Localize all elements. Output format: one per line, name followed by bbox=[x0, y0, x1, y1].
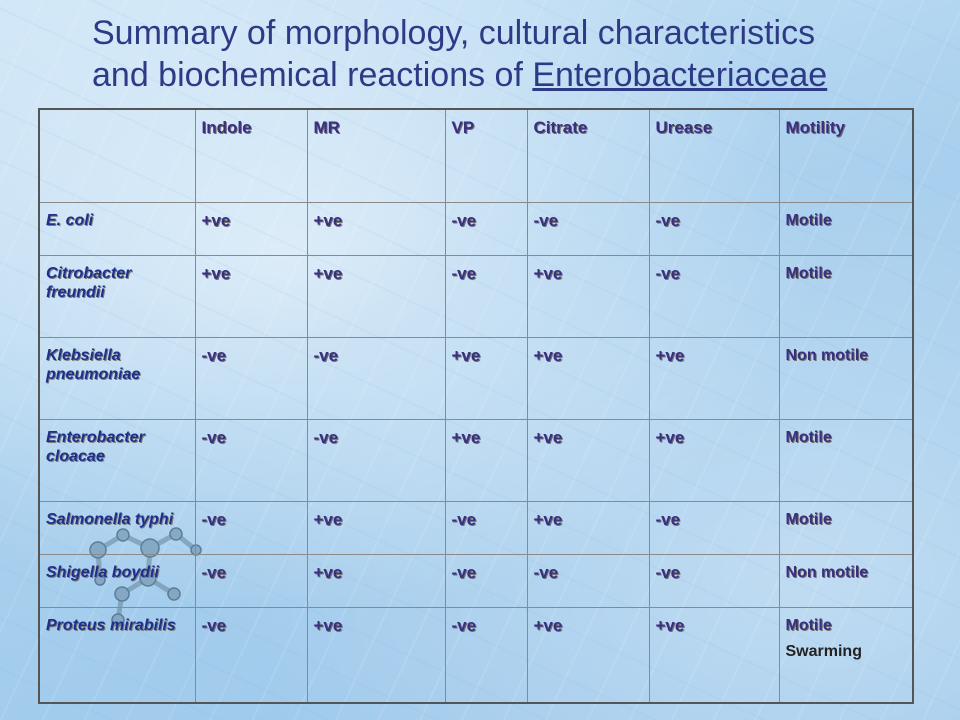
motility-value: Non motile bbox=[785, 563, 869, 581]
organism-cell: Klebsiella pneumoniae bbox=[38, 336, 196, 420]
citrate-cell: +ve bbox=[526, 606, 650, 704]
organism-cell: Citrobacter freundii bbox=[38, 255, 196, 338]
urease-cell: +ve bbox=[648, 418, 780, 502]
header-row: Indole MR VP Citrate Urease Motility bbox=[38, 108, 914, 203]
header-cell-mr: MR bbox=[306, 108, 446, 203]
table-row: Enterobacter cloacae -ve -ve +ve +ve +ve… bbox=[38, 418, 914, 502]
motility-cell: Non motile bbox=[778, 553, 914, 608]
indole-cell: -ve bbox=[194, 500, 308, 555]
citrate-cell: +ve bbox=[526, 418, 650, 502]
vp-cell: -ve bbox=[444, 500, 528, 555]
header-cell-urease: Urease bbox=[648, 108, 780, 203]
header-cell-organism bbox=[38, 108, 196, 203]
vp-cell: +ve bbox=[444, 418, 528, 502]
header-cell-citrate: Citrate bbox=[526, 108, 650, 203]
indole-cell: -ve bbox=[194, 336, 308, 420]
vp-cell: -ve bbox=[444, 255, 528, 338]
motility-cell: Non motile bbox=[778, 336, 914, 420]
slide-title: Summary of morphology, cultural characte… bbox=[92, 12, 960, 96]
citrate-cell: +ve bbox=[526, 336, 650, 420]
mr-cell: -ve bbox=[306, 336, 446, 420]
table-row: Salmonella typhi -ve +ve -ve +ve -ve Mot… bbox=[38, 500, 914, 555]
title-line-2: and biochemical reactions of Enterobacte… bbox=[92, 54, 960, 96]
motility-value: Motile bbox=[785, 616, 832, 634]
urease-cell: -ve bbox=[648, 201, 780, 257]
table-row: E. coli +ve +ve -ve -ve -ve Motile bbox=[38, 201, 914, 257]
mr-cell: +ve bbox=[306, 255, 446, 338]
citrate-cell: +ve bbox=[526, 255, 650, 338]
mr-cell: +ve bbox=[306, 500, 446, 555]
motility-cell: Motile bbox=[778, 500, 914, 555]
mr-cell: +ve bbox=[306, 201, 446, 257]
urease-cell: -ve bbox=[648, 500, 780, 555]
organism-cell: Enterobacter cloacae bbox=[38, 418, 196, 502]
motility-extra-note: Swarming bbox=[785, 642, 862, 660]
summary-table: Indole MR VP Citrate Urease Motility E. … bbox=[38, 108, 914, 704]
urease-cell: +ve bbox=[648, 336, 780, 420]
vp-cell: -ve bbox=[444, 201, 528, 257]
table-row: Citrobacter freundii +ve +ve -ve +ve -ve… bbox=[38, 255, 914, 338]
motility-value: Motile bbox=[785, 428, 832, 446]
organism-cell: E. coli bbox=[38, 201, 196, 257]
indole-cell: -ve bbox=[194, 418, 308, 502]
indole-cell: -ve bbox=[194, 553, 308, 608]
mr-cell: -ve bbox=[306, 418, 446, 502]
citrate-cell: -ve bbox=[526, 553, 650, 608]
indole-cell: +ve bbox=[194, 201, 308, 257]
vp-cell: +ve bbox=[444, 336, 528, 420]
table-row: Klebsiella pneumoniae -ve -ve +ve +ve +v… bbox=[38, 336, 914, 420]
table-row: Shigella boydii -ve +ve -ve -ve -ve Non … bbox=[38, 553, 914, 608]
citrate-cell: -ve bbox=[526, 201, 650, 257]
motility-value: Non motile bbox=[785, 346, 869, 364]
title-line-2-prefix: and biochemical reactions of bbox=[92, 56, 533, 94]
title-line-2-underlined: Enterobacteriaceae bbox=[532, 56, 828, 94]
motility-value: Motile bbox=[785, 510, 832, 528]
header-cell-motility: Motility bbox=[778, 108, 914, 203]
indole-cell: +ve bbox=[194, 255, 308, 338]
urease-cell: +ve bbox=[648, 606, 780, 704]
table-row: Proteus mirabilis -ve +ve -ve +ve +ve Mo… bbox=[38, 606, 914, 704]
motility-value: Motile bbox=[785, 212, 832, 229]
header-cell-indole: Indole bbox=[194, 108, 308, 203]
citrate-cell: +ve bbox=[526, 500, 650, 555]
vp-cell: -ve bbox=[444, 606, 528, 704]
organism-cell: Salmonella typhi bbox=[38, 500, 196, 555]
header-cell-vp: VP bbox=[444, 108, 528, 203]
organism-cell: Proteus mirabilis bbox=[38, 606, 196, 704]
motility-value: Motile bbox=[785, 265, 832, 283]
urease-cell: -ve bbox=[648, 553, 780, 608]
organism-cell: Shigella boydii bbox=[38, 553, 196, 608]
mr-cell: +ve bbox=[306, 553, 446, 608]
title-line-1: Summary of morphology, cultural characte… bbox=[92, 14, 816, 52]
motility-cell: Motile Swarming bbox=[778, 606, 914, 704]
motility-cell: Motile bbox=[778, 255, 914, 338]
mr-cell: +ve bbox=[306, 606, 446, 704]
motility-cell: Motile bbox=[778, 418, 914, 502]
motility-cell: Motile bbox=[778, 201, 914, 257]
urease-cell: -ve bbox=[648, 255, 780, 338]
indole-cell: -ve bbox=[194, 606, 308, 704]
vp-cell: -ve bbox=[444, 553, 528, 608]
